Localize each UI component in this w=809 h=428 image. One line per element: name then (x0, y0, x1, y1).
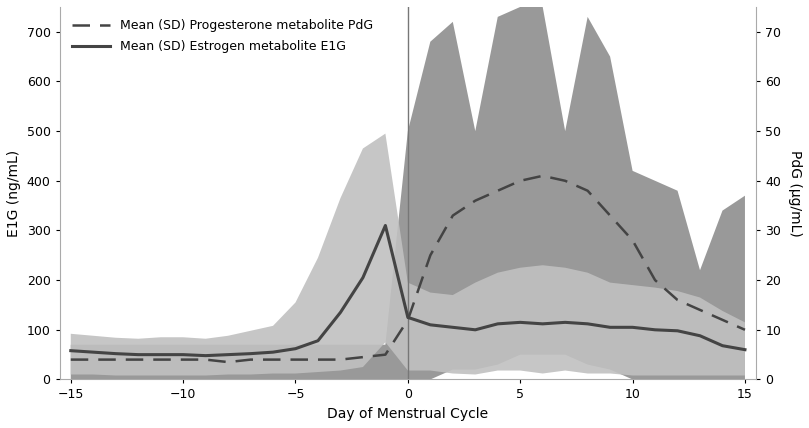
Legend: Mean (SD) Progesterone metabolite PdG, Mean (SD) Estrogen metabolite E1G: Mean (SD) Progesterone metabolite PdG, M… (66, 13, 379, 59)
Y-axis label: PdG (μg/mL): PdG (μg/mL) (788, 150, 802, 237)
X-axis label: Day of Menstrual Cycle: Day of Menstrual Cycle (328, 407, 489, 421)
Y-axis label: E1G (ng/mL): E1G (ng/mL) (7, 150, 21, 237)
